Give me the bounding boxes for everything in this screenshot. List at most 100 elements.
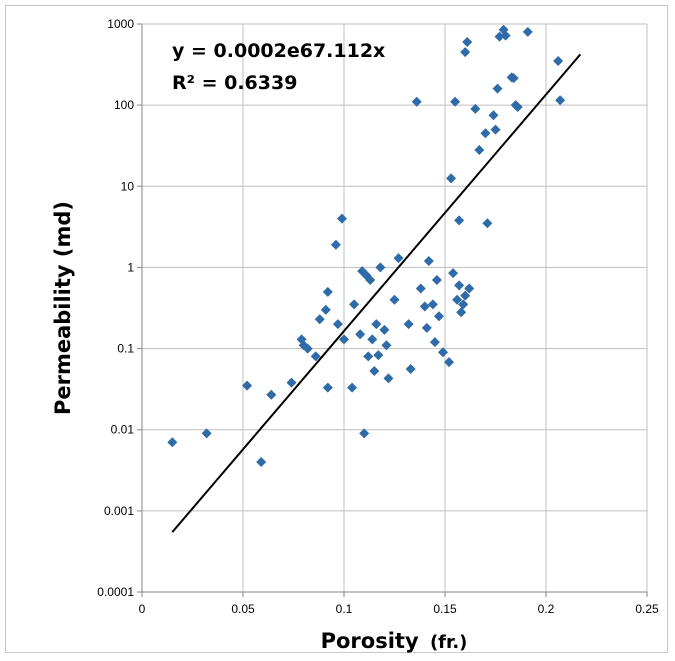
data-point xyxy=(365,274,376,285)
trendline xyxy=(171,53,582,533)
data-point xyxy=(470,103,481,114)
data-point xyxy=(167,437,178,448)
data-point xyxy=(415,283,426,294)
data-point xyxy=(555,95,566,106)
y-tick-label: 0.01 xyxy=(111,423,135,437)
data-point xyxy=(460,290,471,301)
y-tick-label: 1 xyxy=(127,260,134,274)
data-point xyxy=(411,96,422,107)
trendline-equation: y = 0.0002e67.112x xyxy=(172,40,385,62)
data-point xyxy=(458,299,469,310)
data-point xyxy=(383,373,394,384)
data-point xyxy=(322,382,333,393)
y-tick-label: 0.1 xyxy=(117,342,134,356)
data-point xyxy=(488,110,499,121)
data-point xyxy=(454,280,465,291)
data-point xyxy=(379,324,390,335)
data-point xyxy=(456,307,467,318)
data-point xyxy=(464,283,475,294)
data-point xyxy=(450,96,461,107)
data-point xyxy=(494,31,505,42)
data-point xyxy=(359,428,370,439)
data-point xyxy=(373,350,384,361)
x-tick-label: 0.25 xyxy=(635,602,659,616)
y-tick-label: 0.001 xyxy=(104,504,134,518)
data-point xyxy=(375,262,386,273)
data-point xyxy=(482,218,493,229)
gridlines xyxy=(142,23,648,592)
y-tick-label: 10 xyxy=(121,179,135,193)
data-point xyxy=(339,334,349,345)
data-point xyxy=(512,101,523,112)
data-point xyxy=(322,286,333,297)
data-point xyxy=(302,343,313,354)
data-point xyxy=(448,268,459,279)
data-point xyxy=(403,319,414,330)
data-point xyxy=(320,304,331,315)
x-tick-label: 0.15 xyxy=(433,602,457,616)
data-point xyxy=(369,365,380,376)
x-axis-title-unit: (fr.) xyxy=(430,632,467,653)
data-point xyxy=(508,73,519,84)
data-point xyxy=(522,26,533,37)
data-point xyxy=(452,294,463,305)
data-point xyxy=(500,30,511,41)
data-point xyxy=(433,311,444,322)
data-point xyxy=(347,382,358,393)
data-point xyxy=(460,47,471,58)
x-axis-title-main: Porosity xyxy=(321,629,419,653)
x-axis-title: Porosity (fr.) xyxy=(321,629,468,653)
data-point xyxy=(256,457,267,468)
x-tick-label: 0 xyxy=(139,602,146,616)
data-point xyxy=(423,256,434,267)
x-tick-label: 0.2 xyxy=(538,602,555,616)
data-point xyxy=(421,322,432,333)
y-axis-title: Permeability (md) xyxy=(51,201,75,415)
data-point xyxy=(419,301,430,312)
data-point xyxy=(490,124,501,135)
data-point xyxy=(242,380,253,391)
data-point xyxy=(474,145,485,156)
data-point xyxy=(367,334,378,345)
axes xyxy=(137,23,648,597)
data-points xyxy=(167,24,566,468)
data-point xyxy=(446,173,457,184)
data-point xyxy=(336,213,347,224)
plot-area xyxy=(142,24,647,592)
data-point xyxy=(393,253,404,264)
data-point xyxy=(553,55,564,66)
data-point xyxy=(480,128,491,139)
y-tick-label: 100 xyxy=(114,98,134,112)
r-squared-label: R² = 0.6339 xyxy=(172,72,297,94)
data-point xyxy=(405,364,416,375)
x-tick-label: 0.05 xyxy=(231,602,255,616)
data-point xyxy=(437,347,448,358)
data-point xyxy=(454,215,465,226)
data-point xyxy=(381,340,392,351)
data-point xyxy=(431,274,442,285)
data-point xyxy=(330,239,341,250)
data-point xyxy=(310,351,321,362)
data-point xyxy=(429,337,440,348)
y-tick-labels: 0.0001 0.001 0.01 0.1 1 10 100 1000 xyxy=(97,17,134,599)
data-point xyxy=(492,83,503,94)
data-point xyxy=(444,357,455,368)
data-point xyxy=(389,294,400,305)
data-point xyxy=(355,329,366,340)
data-point xyxy=(427,299,438,310)
data-point xyxy=(286,377,297,388)
x-tick-labels: 0 0.05 0.1 0.15 0.2 0.25 xyxy=(139,602,659,616)
y-tick-label: 0.0001 xyxy=(97,585,134,599)
data-point xyxy=(266,389,277,400)
x-tick-label: 0.1 xyxy=(336,602,353,616)
chart-frame xyxy=(5,5,668,653)
data-point xyxy=(332,319,343,330)
data-point xyxy=(462,37,473,48)
data-point xyxy=(201,428,212,439)
y-tick-label: 1000 xyxy=(107,17,134,31)
data-point xyxy=(371,319,382,330)
data-point xyxy=(363,351,374,362)
data-point xyxy=(349,299,360,310)
data-point xyxy=(314,314,325,325)
